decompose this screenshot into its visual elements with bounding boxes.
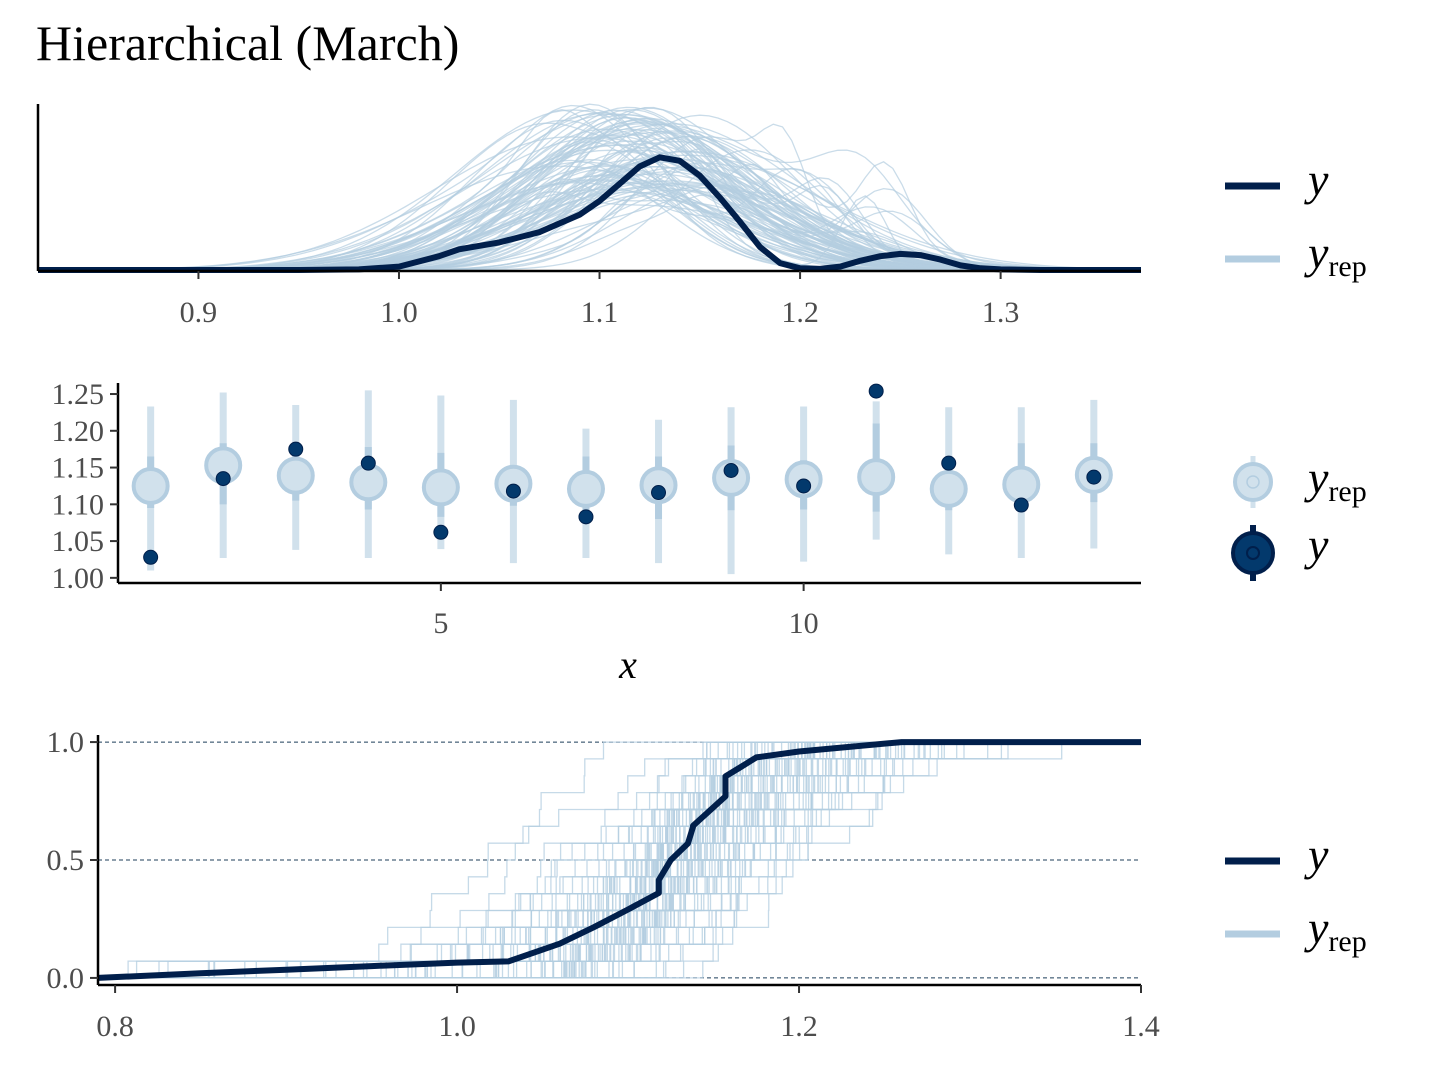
density-yrep-line	[38, 166, 1141, 271]
ecdf-yrep-line	[98, 741, 1141, 979]
density-x-ticks: 0.9 1.0 1.1 1.2 1.3	[180, 271, 1020, 329]
ecdf-y-tick-label: 1.0	[47, 726, 85, 759]
y-observed-point	[796, 478, 812, 494]
yrep-median-point	[857, 458, 896, 497]
density-x-tick-label: 1.1	[581, 296, 619, 329]
chart-title: Hierarchical (March)	[36, 15, 460, 71]
legend-yrep-sub: rep	[1328, 250, 1366, 283]
intervals-y-tick-label: 1.00	[52, 562, 105, 595]
ecdf-x-tick-label: 1.2	[780, 1010, 818, 1043]
ecdf-y-line	[97, 739, 1141, 981]
ecdf-panel: 0.0 0.5 1.0 0.8 1.0 1.2 1.4	[47, 726, 1160, 1043]
legend-y-label: y	[1304, 154, 1329, 205]
y-observed-point	[868, 383, 884, 399]
yrep-median-point	[566, 469, 605, 508]
ecdf-x-tick-label: 0.8	[96, 1010, 134, 1043]
y-observed-point	[215, 471, 231, 487]
density-yrep-line	[38, 169, 1141, 271]
legend-yrep-key-point	[1233, 462, 1273, 502]
legend-yrep-label: yrep	[1304, 452, 1367, 508]
y-observed-point	[288, 441, 304, 457]
y-observed-point	[941, 455, 957, 471]
y-observed-point	[360, 455, 376, 471]
legend-yrep-sub: rep	[1328, 475, 1366, 508]
intervals-ticks: 1.00 1.05 1.101.15 1.20 1.25 5 10	[52, 378, 819, 640]
density-x-tick-label: 1.2	[781, 296, 819, 329]
legend-yrep-point-key	[1233, 456, 1273, 508]
legend-y-point-key	[1231, 525, 1275, 581]
legend-y-label: y	[1304, 519, 1329, 570]
ecdf-y-tick-label: 0.5	[47, 844, 85, 877]
ecdf-yrep-line	[98, 741, 1141, 979]
y-observed-point	[651, 485, 667, 501]
y-observed-point	[505, 483, 521, 499]
y-observed-point	[578, 509, 594, 525]
density-panel: 0.9 1.0 1.1 1.2 1.3	[36, 103, 1142, 329]
intervals-y-tick-label: 1.25	[52, 378, 105, 411]
legend-y-key-point	[1231, 531, 1275, 575]
ecdf-x-tick-label: 1.4	[1122, 1010, 1160, 1043]
legend-yrep-main: y	[1304, 227, 1329, 278]
density-legend: y yrep	[1225, 154, 1367, 283]
density-y-line	[38, 154, 1141, 273]
yrep-median-point	[276, 456, 315, 495]
yrep-median-point	[1002, 465, 1041, 504]
ecdf-y-tick-label: 0.0	[47, 962, 85, 995]
legend-yrep-key-center	[1246, 475, 1260, 489]
intervals-y-tick-label: 1.15	[52, 452, 105, 485]
y-observed-point	[143, 549, 159, 565]
intervals-y-tick-label: 1.10	[52, 488, 105, 521]
ecdf-yrep-line	[98, 741, 1141, 979]
density-x-tick-label: 0.9	[180, 296, 218, 329]
ecdf-ticks: 0.0 0.5 1.0 0.8 1.0 1.2 1.4	[47, 726, 1160, 1043]
legend-yrep-sub: rep	[1328, 925, 1366, 958]
ecdf-yrep-line	[98, 741, 1141, 979]
density-axes	[36, 104, 1141, 273]
intervals-marks	[131, 383, 1113, 575]
ecdf-yrep-line	[98, 741, 1141, 979]
y-observed-point	[1013, 497, 1029, 513]
yrep-median-point	[131, 466, 170, 505]
intervals-y-tick-label: 1.20	[52, 415, 105, 448]
intervals-y-tick-label: 1.05	[52, 525, 105, 558]
intervals-x-tick-label: 5	[433, 607, 448, 640]
density-yrep-lines	[38, 103, 1142, 271]
density-x-tick-label: 1.0	[380, 296, 418, 329]
yrep-median-point	[421, 468, 460, 507]
legend-y-key-center	[1246, 546, 1260, 560]
ecdf-yrep-lines	[98, 741, 1141, 979]
intervals-x-axis-label: x	[618, 642, 637, 687]
density-x-tick-label: 1.3	[982, 296, 1020, 329]
y-observed-point	[723, 463, 739, 478]
intervals-panel: 1.00 1.05 1.101.15 1.20 1.25 5 10 x	[52, 378, 1141, 687]
ecdf-x-tick-label: 1.0	[438, 1010, 476, 1043]
intervals-legend: yrep y	[1231, 452, 1367, 581]
legend-yrep-main: y	[1304, 902, 1329, 953]
y-observed-point	[1086, 469, 1102, 485]
legend-yrep-label: yrep	[1304, 902, 1367, 958]
ecdf-legend: y yrep	[1225, 829, 1367, 958]
legend-y-label: y	[1304, 829, 1329, 880]
legend-yrep-label: yrep	[1304, 227, 1367, 283]
legend-yrep-main: y	[1304, 452, 1329, 503]
intervals-x-tick-label: 10	[789, 607, 819, 640]
yrep-median-point	[929, 469, 968, 508]
intervals-axes	[116, 383, 1141, 585]
y-observed-point	[433, 524, 449, 540]
